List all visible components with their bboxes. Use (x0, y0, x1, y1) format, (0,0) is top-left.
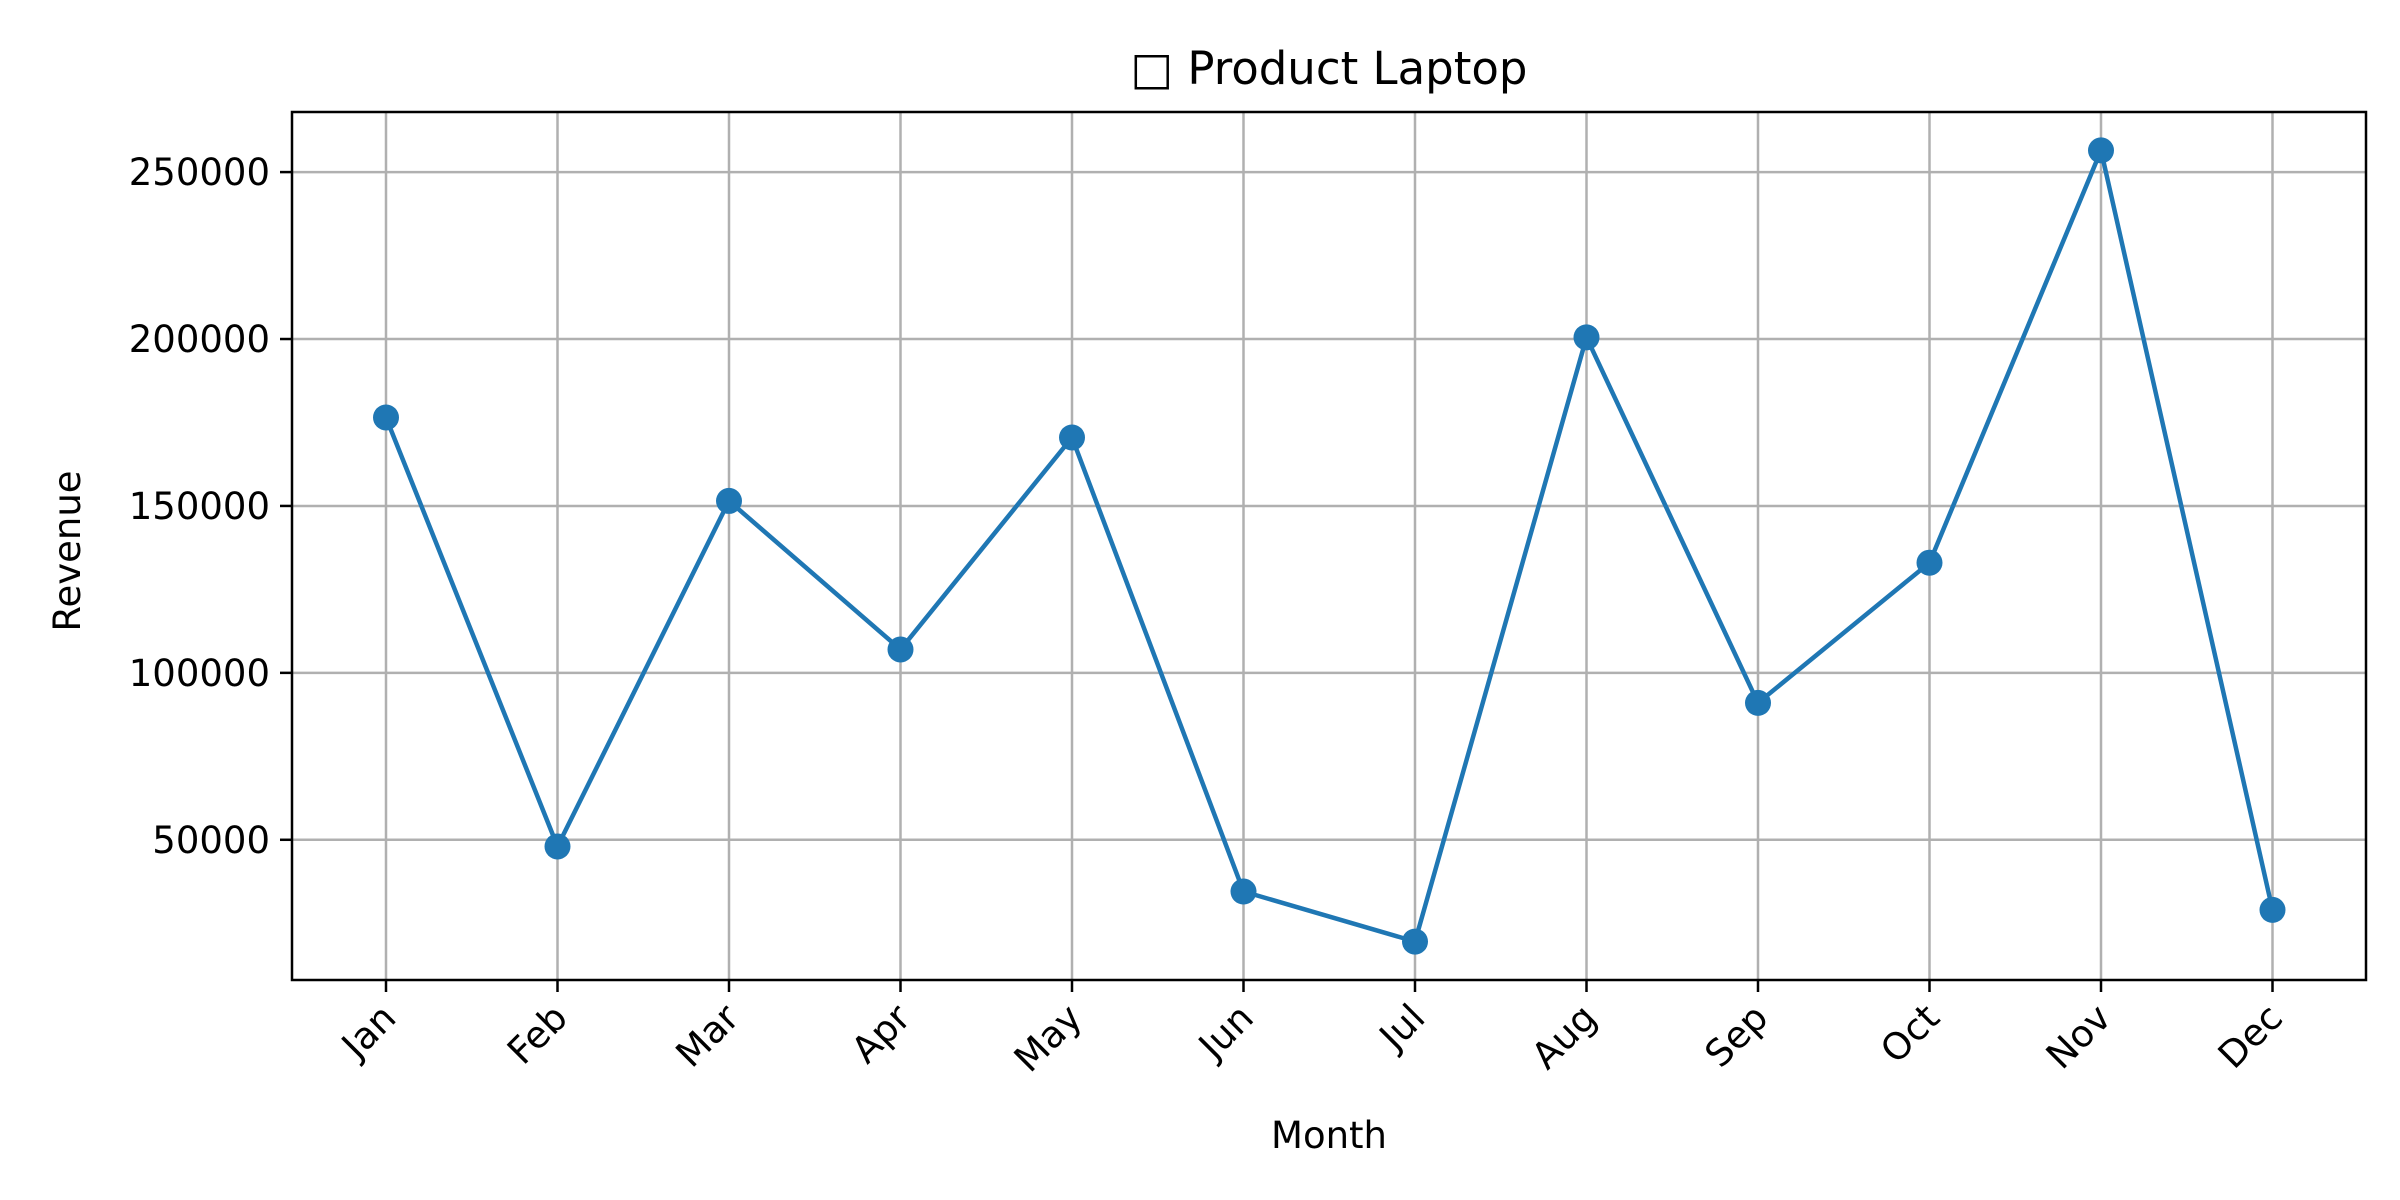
x-axis-label: Month (1271, 1114, 1387, 1157)
data-point (1745, 689, 1771, 716)
series-line (383, 148, 2275, 944)
data-point (373, 404, 399, 431)
data-point (2088, 137, 2114, 164)
y-tick-label: 100000 (129, 652, 270, 695)
data-point (1230, 878, 1257, 905)
data-points (373, 137, 2286, 955)
data-point (2259, 896, 2286, 923)
x-gridlines (384, 112, 2274, 980)
chart-title: □ Product Laptop (1131, 42, 1528, 95)
data-point (887, 636, 914, 663)
data-point (544, 833, 571, 860)
y-axis-label: Revenue (46, 470, 89, 631)
data-point (1916, 549, 1943, 576)
y-tick-label: 250000 (129, 151, 270, 194)
data-point (1573, 324, 1600, 351)
data-point (1402, 928, 1428, 955)
y-tick-label: 200000 (129, 318, 270, 361)
plot-area-frame (290, 110, 2368, 982)
y-axis-ticks: 50000 100000 150000 200000 250000 (129, 151, 292, 862)
data-point (716, 487, 742, 514)
y-tick-label: 50000 (152, 819, 270, 862)
data-point (1059, 424, 1085, 451)
y-tick-label: 150000 (129, 485, 270, 528)
